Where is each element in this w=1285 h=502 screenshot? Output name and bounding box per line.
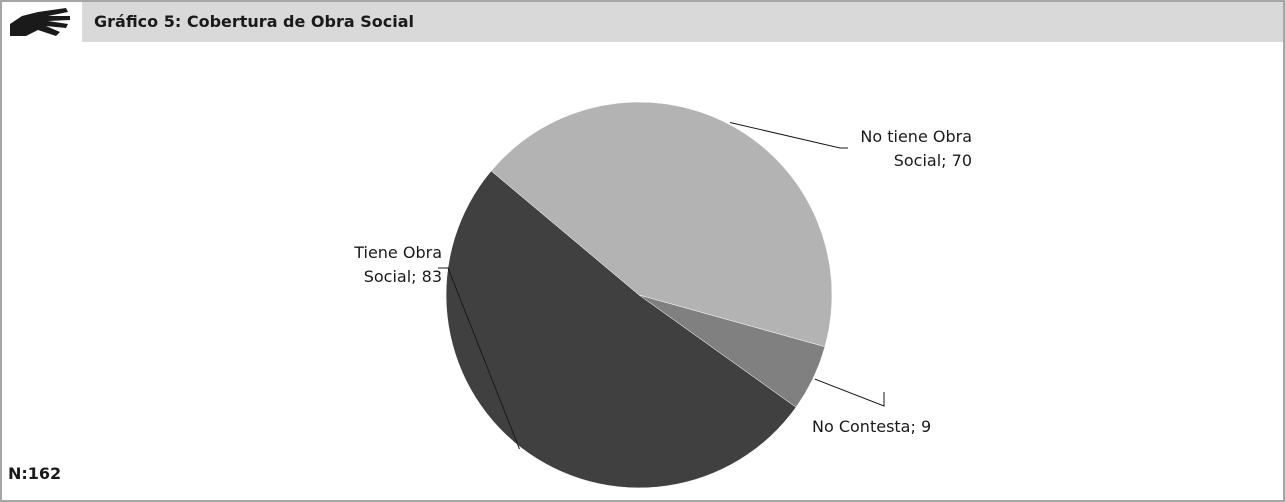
slice-label-no-tiene-obra-social: No tiene Obra Social; 70 [860, 127, 972, 170]
logo [2, 2, 82, 42]
leader-line-1 [814, 378, 885, 407]
leader-line-2 [438, 267, 520, 450]
hand-icon [10, 8, 70, 36]
chart-header: Gráfico 5: Cobertura de Obra Social [2, 2, 1283, 42]
leader-line-0 [729, 122, 848, 149]
slice-label-no-contesta: No Contesta; 9 [812, 417, 931, 436]
pie-slice-tiene-obra-social [445, 170, 797, 489]
sample-size-note: N:162 [8, 464, 62, 483]
slice-label-tiene-obra-social: Tiene Obra Social; 83 [353, 243, 442, 286]
chart-title: Gráfico 5: Cobertura de Obra Social [94, 12, 415, 31]
pie-slice-no-tiene-obra-social [490, 101, 833, 348]
